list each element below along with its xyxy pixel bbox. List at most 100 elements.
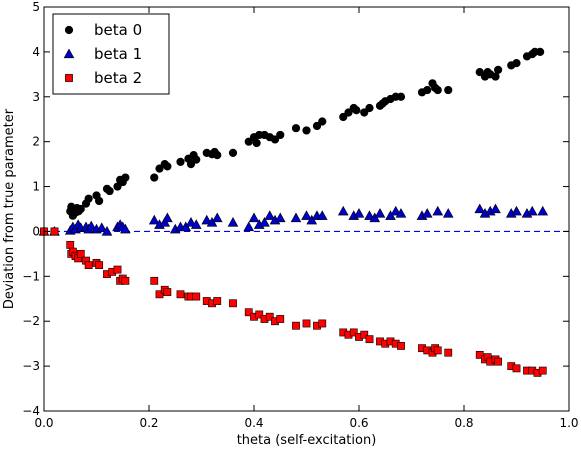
data-point (444, 348, 453, 357)
data-point (395, 208, 407, 218)
data-point (397, 342, 405, 350)
data-point (163, 162, 172, 171)
data-point (96, 222, 108, 232)
data-point (344, 108, 353, 117)
data-point (292, 321, 300, 330)
legend-entry: beta 2 (65, 69, 142, 87)
data-point (213, 297, 222, 305)
data-point (248, 212, 260, 223)
data-point (433, 346, 442, 355)
data-point (176, 290, 185, 299)
data-point (121, 276, 130, 285)
data-point (365, 335, 374, 344)
data-point (494, 357, 503, 366)
series-layer (38, 47, 549, 377)
data-point (264, 210, 276, 220)
y-tick-label: −1 (22, 269, 40, 283)
data-point (364, 210, 375, 220)
data-point (512, 59, 521, 68)
data-point (301, 210, 312, 220)
legend-marker-beta-1 (63, 48, 75, 59)
plot-frame (43, 6, 570, 412)
data-point (113, 265, 122, 274)
y-axis-label: Deviation from true parameter (2, 108, 17, 309)
data-point (192, 155, 201, 164)
y-tick-label: −2 (22, 314, 40, 328)
data-point (339, 112, 348, 122)
data-point (349, 328, 358, 337)
x-tick-label: 0.4 (244, 416, 263, 430)
data-point (290, 212, 302, 223)
data-point (148, 214, 160, 225)
data-point (252, 138, 261, 148)
data-point (244, 308, 253, 317)
data-point (442, 208, 454, 218)
legend-entry: beta 0 (64, 21, 142, 39)
data-point (353, 208, 365, 218)
legend-label: beta 1 (94, 45, 142, 63)
x-tick-label: 0.8 (454, 416, 473, 430)
data-point (76, 249, 85, 258)
data-point (95, 196, 104, 206)
data-point (162, 212, 173, 223)
data-point (432, 205, 444, 216)
data-point (423, 85, 432, 95)
data-point (76, 204, 85, 214)
data-point (538, 366, 547, 375)
data-point (150, 276, 159, 285)
data-point (302, 126, 311, 135)
data-point (433, 85, 442, 95)
data-point (512, 364, 521, 373)
data-point (50, 227, 59, 236)
data-point (150, 173, 159, 182)
data-point (360, 330, 369, 339)
data-point (318, 319, 327, 328)
x-tick-label: 0.2 (139, 416, 158, 430)
data-point (276, 315, 285, 323)
data-point (84, 261, 93, 270)
series-beta-0 (39, 47, 545, 236)
y-tick-label: −3 (22, 359, 40, 373)
data-point (105, 186, 114, 196)
y-tick-label: 2 (32, 135, 40, 149)
data-point (490, 203, 501, 214)
data-point (85, 220, 97, 231)
y-tick-label: 4 (32, 45, 40, 59)
x-axis-label: theta (self-excitation) (237, 433, 377, 448)
data-point (228, 148, 238, 157)
data-point (211, 212, 223, 223)
legend-marker (65, 74, 73, 82)
data-point (229, 299, 237, 308)
data-point (276, 130, 285, 140)
data-point (421, 208, 433, 218)
data-point (274, 212, 286, 223)
data-point (396, 92, 406, 101)
data-point (316, 210, 328, 220)
data-point (352, 106, 361, 115)
legend-marker (63, 48, 75, 59)
data-point (270, 135, 280, 144)
x-tick-label: 1.0 (559, 416, 578, 430)
y-tick-label: 0 (32, 224, 40, 238)
data-point (537, 205, 549, 216)
y-tick-label: −4 (22, 404, 40, 418)
data-point (190, 219, 202, 229)
data-point (259, 217, 270, 227)
data-point (360, 108, 369, 117)
data-point (536, 47, 545, 56)
data-point (374, 208, 386, 218)
data-point (84, 194, 93, 203)
data-point (201, 214, 213, 225)
legend-marker-beta-0 (64, 25, 74, 35)
y-tick-label: 3 (32, 90, 40, 104)
data-point (511, 205, 522, 216)
data-point (66, 241, 75, 249)
data-point (192, 292, 201, 301)
data-point (312, 121, 322, 131)
data-point (120, 223, 131, 234)
data-point (244, 137, 253, 146)
data-point (163, 288, 172, 296)
data-point (337, 205, 349, 216)
data-point (227, 217, 239, 227)
